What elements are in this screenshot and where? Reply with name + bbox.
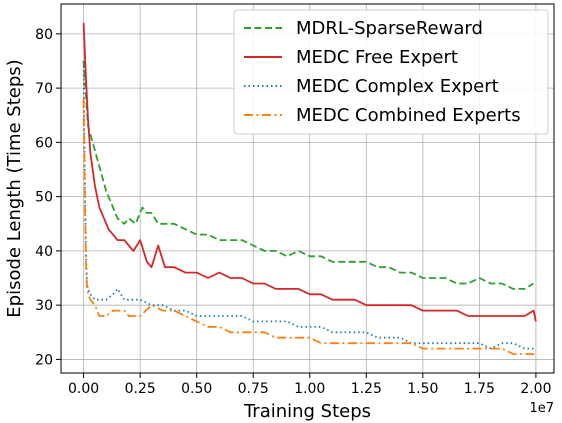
x-tick-label: 0.00: [68, 381, 99, 397]
y-tick-label: 70: [35, 81, 53, 97]
x-tick-label: 2.00: [520, 381, 551, 397]
x-tick-label: 1.75: [464, 381, 495, 397]
legend-label: MEDC Free Expert: [296, 47, 458, 68]
legend-label: MEDC Complex Expert: [296, 76, 499, 97]
series-line: [82, 60, 535, 290]
y-tick-label: 50: [35, 190, 53, 206]
y-tick-label: 40: [35, 244, 53, 260]
plot-area-frame: [60, 3, 555, 374]
x-tick-label: 0.50: [181, 381, 212, 397]
series-lines: [82, 22, 537, 355]
legend-label: MEDC Combined Experts: [296, 105, 521, 126]
y-tick-label: 60: [35, 135, 53, 151]
x-tick-label: 0.75: [238, 381, 269, 397]
y-tick-label: 20: [35, 352, 53, 368]
legend-items: MDRL-SparseReward MEDC Free Expert MEDC Co…: [244, 18, 521, 126]
y-tick-label: 30: [35, 298, 53, 314]
series-line: [82, 60, 536, 350]
x-tick-label: 1.50: [407, 381, 438, 397]
legend-box: [233, 9, 549, 135]
y-axis-ticks: 20 30 40 50 60 70 80: [35, 27, 61, 368]
legend: MDRL-SparseReward MEDC Free Expert MEDC Co…: [233, 9, 549, 135]
x-tick-label: 1.25: [351, 381, 382, 397]
x-axis-ticks: 0.00 0.25 0.50 0.75 1.00 1.25 1.50 1.75 2.00: [68, 373, 551, 397]
y-tick-label: 80: [35, 27, 53, 43]
x-tick-label: 0.25: [125, 381, 156, 397]
y-axis-label: Episode Length (Time Steps): [4, 59, 25, 317]
x-axis-label: Training Steps: [243, 401, 371, 422]
x-axis-offset-label: 1e7: [529, 401, 554, 416]
series-line: [82, 22, 537, 322]
x-tick-label: 1.00: [294, 381, 325, 397]
series-line: [82, 98, 536, 355]
legend-label: MDRL-SparseReward: [296, 18, 483, 39]
